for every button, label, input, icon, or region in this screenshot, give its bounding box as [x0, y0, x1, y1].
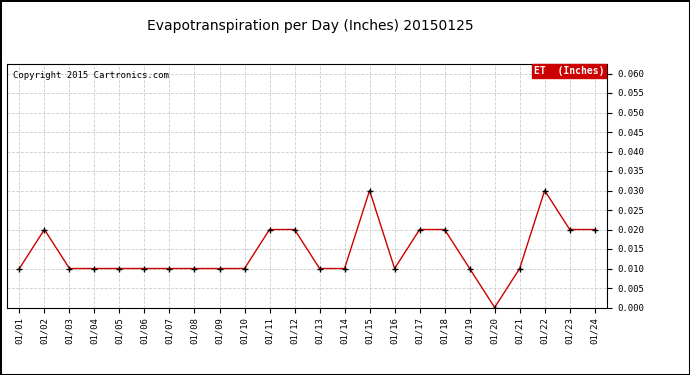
Text: Copyright 2015 Cartronics.com: Copyright 2015 Cartronics.com	[13, 71, 169, 80]
Text: ET  (Inches): ET (Inches)	[533, 66, 604, 76]
Text: Evapotranspiration per Day (Inches) 20150125: Evapotranspiration per Day (Inches) 2015…	[147, 19, 474, 33]
